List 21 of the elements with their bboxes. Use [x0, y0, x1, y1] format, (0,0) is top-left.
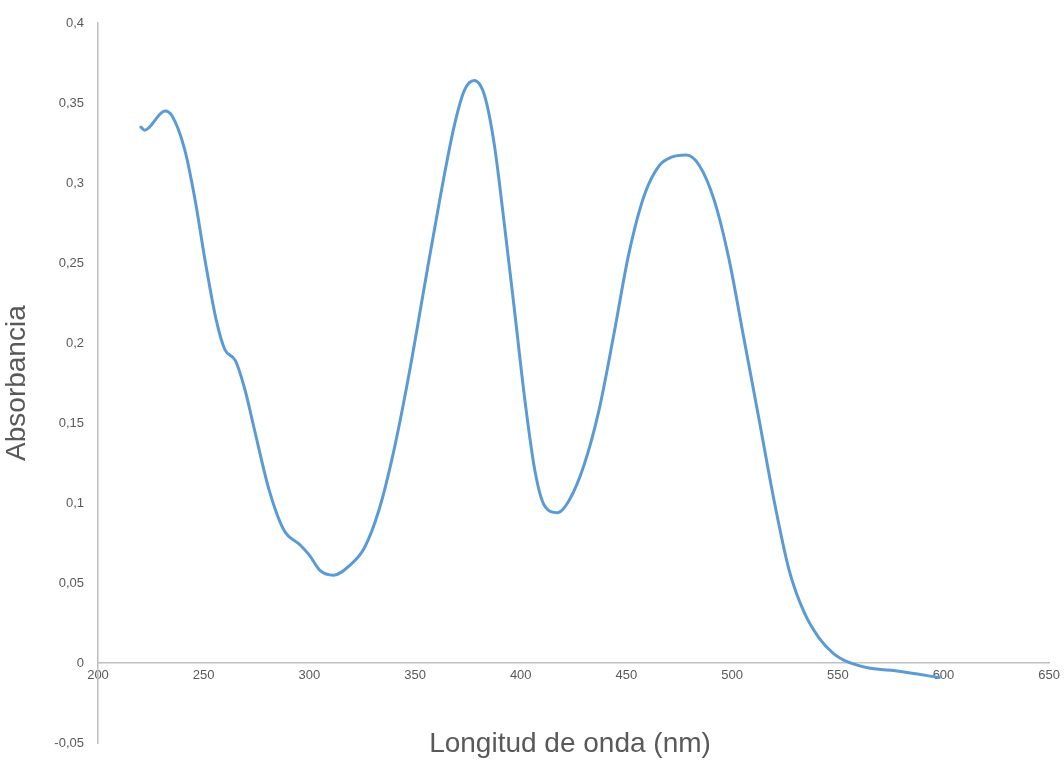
y-tick-label: 0,05 — [58, 574, 84, 590]
x-tick-label: 650 — [1038, 666, 1061, 682]
y-tick-label: 0,35 — [58, 94, 84, 110]
y-tick-label: 0,2 — [65, 334, 84, 350]
x-tick-label: 450 — [615, 666, 638, 682]
y-tick-label: 0 — [76, 654, 84, 670]
y-tick-label: 0,25 — [58, 254, 84, 270]
x-tick-label: 200 — [87, 666, 109, 682]
y-tick-label: 0,3 — [65, 174, 84, 190]
y-tick-label: -0,05 — [54, 734, 84, 750]
x-axis-title: Longitud de onda (nm) — [428, 726, 712, 760]
x-tick-label: 400 — [509, 666, 532, 682]
x-tick-label: 500 — [721, 666, 743, 682]
y-axis-title: Absorbancia — [0, 304, 31, 461]
x-tick-label: 550 — [826, 666, 849, 682]
y-tick-label: 0,1 — [65, 494, 84, 510]
y-tick-label: 0,4 — [65, 14, 84, 30]
x-tick-label: 300 — [298, 666, 321, 682]
y-tick-label: 0,15 — [58, 414, 84, 430]
x-tick-label: 250 — [192, 666, 215, 682]
x-tick-label: 350 — [404, 666, 426, 682]
